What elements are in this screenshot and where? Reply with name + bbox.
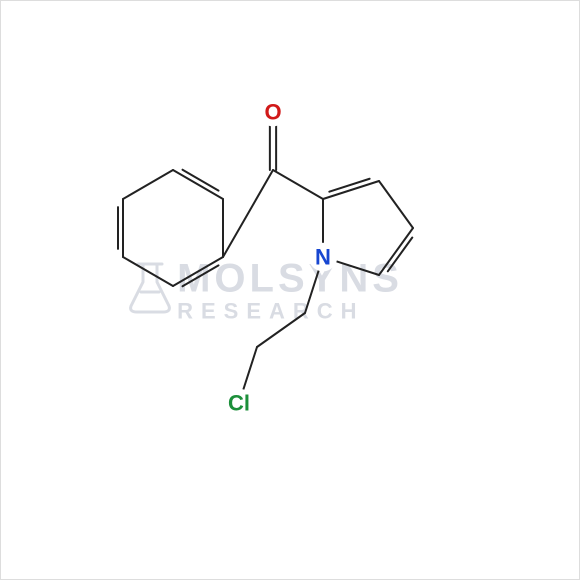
bond [183, 265, 219, 286]
atom-label-n: N [315, 245, 331, 270]
bond [388, 238, 412, 272]
bond [334, 261, 379, 275]
atom-label-cl: Cl [228, 391, 250, 416]
structure-canvas: MOLSYNS RESEARCH ONCl [0, 0, 580, 580]
bond [243, 347, 257, 390]
bond [257, 313, 305, 347]
bond [223, 170, 273, 257]
bond [305, 268, 319, 313]
bond [123, 170, 173, 199]
bond [173, 257, 223, 286]
bond [183, 170, 219, 191]
atom-label-o: O [264, 100, 281, 125]
bond [123, 257, 173, 286]
molecule-structure: O N Cl [1, 1, 580, 580]
bond [379, 228, 413, 275]
bond [379, 181, 413, 228]
bond [173, 170, 223, 199]
bond [273, 170, 323, 199]
